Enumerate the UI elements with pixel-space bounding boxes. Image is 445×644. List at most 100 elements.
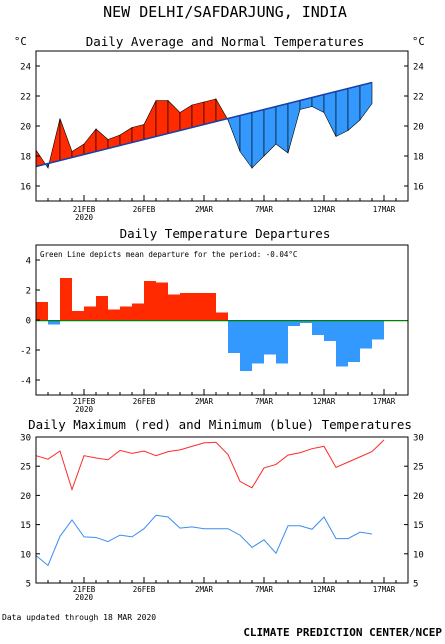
panel1-title: Daily Average and Normal Temperatures	[86, 34, 364, 49]
departure-bars	[36, 278, 384, 371]
positive-departure-bar	[144, 281, 156, 320]
positive-departure-bar	[168, 294, 180, 320]
y-tick-label-right: 16	[413, 183, 424, 193]
normal-temperature-line	[35, 81, 373, 168]
y-tick-label-right: 10	[413, 550, 424, 560]
panel-departures: Daily Temperature Departures Green Line …	[20, 226, 409, 414]
y-tick-label-right: 25	[413, 463, 424, 473]
negative-departure-bar	[252, 320, 264, 364]
x-tick-label: 17MAR	[373, 397, 396, 406]
below-normal-area	[275, 103, 289, 154]
y-tick-label: 20	[20, 123, 31, 133]
y-tick-label-right: 20	[413, 123, 424, 133]
min-temperature-line	[35, 514, 373, 567]
x-tick-label: 12MAR	[313, 397, 336, 406]
x-tick-label: 26FEB	[133, 585, 156, 594]
x-tick-label: 26FEB	[133, 397, 156, 406]
negative-departure-bar	[312, 320, 324, 335]
y-tick-label-right: 20	[413, 492, 424, 502]
y-tick-label-right: 30	[413, 434, 424, 444]
negative-departure-bar	[300, 320, 312, 323]
panel2-title: Daily Temperature Departures	[120, 226, 331, 241]
x-tick-label: 21FEB	[73, 205, 96, 214]
negative-departure-bar	[324, 320, 336, 341]
positive-departure-bar	[60, 278, 72, 320]
cpc-credit: CLIMATE PREDICTION CENTER/NCEP	[243, 626, 442, 639]
below-normal-area	[335, 88, 349, 137]
data-updated-note: Data updated through 18 MAR 2020	[2, 613, 156, 622]
panel1-ylabel-left: °C	[14, 36, 27, 48]
y-tick-label: 24	[20, 63, 31, 73]
positive-departure-bar	[36, 302, 48, 320]
panel3-frame	[35, 436, 409, 584]
negative-departure-bar	[228, 320, 240, 353]
y-tick-label-right: 18	[413, 153, 424, 163]
y-tick-label: -4	[20, 377, 31, 387]
below-normal-area	[251, 109, 265, 169]
y-tick-label: 2	[26, 287, 31, 297]
y-tick-label: 4	[26, 257, 31, 267]
x-tick-label: 17MAR	[373, 205, 396, 214]
x-tick-label: 17MAR	[373, 585, 396, 594]
x-tick-year: 2020	[75, 593, 94, 602]
x-tick-label: 7MAR	[255, 585, 274, 594]
below-normal-area	[359, 82, 373, 121]
positive-departure-bar	[72, 311, 84, 320]
negative-departure-bar	[336, 320, 348, 367]
panel2-annotation: Green Line depicts mean departure for th…	[40, 250, 297, 259]
above-normal-area	[203, 98, 217, 125]
x-tick-label: 12MAR	[313, 585, 336, 594]
panel-max-min: Daily Maximum (red) and Minimum (blue) T…	[20, 417, 424, 602]
positive-departure-bar	[204, 293, 216, 320]
above-normal-area	[143, 100, 157, 140]
y-tick-label: 15	[20, 521, 31, 531]
x-tick-label: 7MAR	[255, 205, 274, 214]
x-tick-label: 7MAR	[255, 397, 274, 406]
x-tick-label: 21FEB	[73, 585, 96, 594]
positive-departure-bar	[96, 296, 108, 320]
y-tick-label: 18	[20, 153, 31, 163]
x-tick-label: 12MAR	[313, 205, 336, 214]
y-tick-label: 25	[20, 463, 31, 473]
panel3-title: Daily Maximum (red) and Minimum (blue) T…	[28, 417, 412, 432]
above-normal-area	[167, 99, 181, 134]
x-tick-label: 26FEB	[133, 205, 156, 214]
y-tick-label: 22	[20, 93, 31, 103]
above-normal-area	[48, 118, 61, 164]
negative-departure-bar	[360, 320, 372, 349]
y-tick-label-right: 5	[413, 580, 418, 590]
below-normal-area	[347, 85, 361, 132]
y-tick-label-right: 22	[413, 93, 424, 103]
positive-departure-bar	[156, 282, 168, 320]
above-normal-area	[59, 118, 73, 161]
negative-departure-bar	[276, 320, 288, 364]
y-tick-label: 5	[26, 580, 31, 590]
panel-average-normal: Daily Average and Normal Temperatures °C…	[14, 34, 425, 222]
x-tick-label: 2MAR	[195, 585, 214, 594]
negative-departure-bar	[48, 320, 60, 325]
positive-departure-bar	[108, 309, 120, 320]
below-normal-area	[239, 112, 253, 169]
below-normal-area	[227, 115, 241, 152]
x-tick-year: 2020	[75, 213, 94, 222]
above-normal-area	[83, 128, 97, 155]
negative-departure-bar	[372, 320, 384, 340]
below-normal-area	[287, 100, 301, 154]
above-normal-area	[215, 97, 228, 122]
negative-departure-bar	[264, 320, 276, 355]
above-normal-area	[179, 104, 193, 131]
panel1-ylabel-right: °C	[412, 36, 425, 48]
max-temperature-line	[35, 439, 385, 492]
positive-departure-bar	[192, 293, 204, 320]
above-normal-area	[191, 101, 205, 128]
below-normal-area	[263, 106, 277, 157]
y-tick-label: 10	[20, 550, 31, 560]
main-title: NEW DELHI/SAFDARJUNG, INDIA	[103, 3, 347, 21]
y-tick-label-right: 24	[413, 63, 424, 73]
x-tick-label: 2MAR	[195, 205, 214, 214]
panel1-anomaly-fill	[35, 82, 373, 169]
